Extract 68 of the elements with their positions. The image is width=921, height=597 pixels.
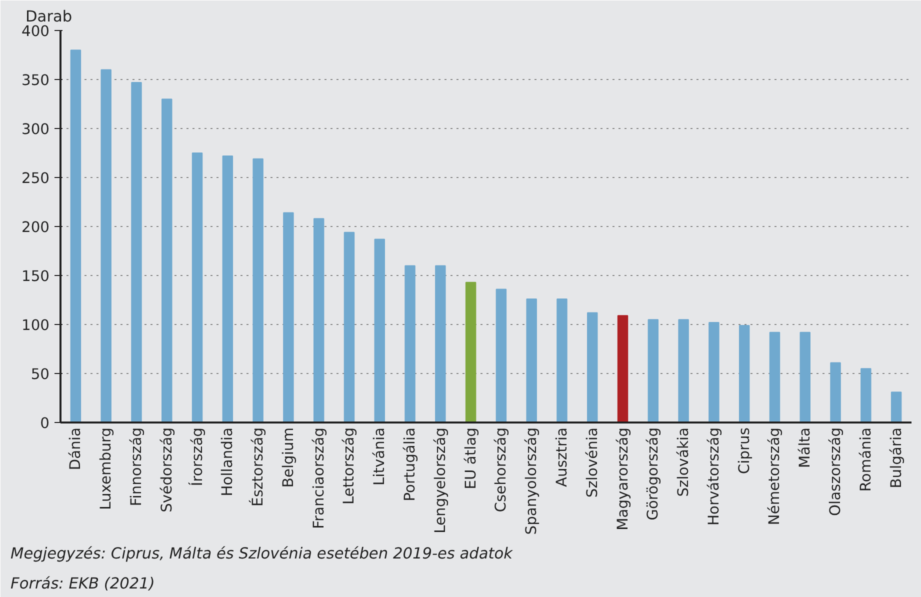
bar	[252, 158, 264, 422]
x-tick-label: Németország	[766, 427, 784, 526]
x-tick-label: Portugália	[402, 427, 419, 502]
x-tick-label: Horvátország	[705, 427, 722, 526]
text: Megjegyzés: Ciprus, Málta és Szlovénia esetében 2019-es adatok	[10, 544, 514, 562]
x-tick-label: Luxemburg	[98, 427, 115, 510]
y-tick-label: 50	[30, 366, 50, 383]
y-tick-label: 200	[22, 219, 50, 236]
bar	[648, 319, 659, 422]
bar	[435, 265, 446, 422]
y-tick-label: 400	[22, 23, 50, 40]
bar	[70, 50, 82, 422]
bar	[465, 282, 476, 422]
bar	[860, 368, 872, 422]
x-tick-label: EU átlag	[462, 427, 480, 490]
bar	[162, 98, 172, 422]
x-tick-label: Litvánia	[371, 427, 388, 486]
x-tick-label: Lettország	[340, 427, 358, 505]
bar	[344, 232, 355, 422]
x-tick-label: Románia	[857, 428, 874, 492]
bar	[526, 298, 537, 422]
y-tick-label: 100	[22, 317, 50, 334]
x-tick-label: Svédország	[158, 427, 176, 512]
x-tick-label: Ciprus	[736, 427, 753, 474]
bar	[830, 362, 841, 422]
bar	[131, 82, 142, 422]
bar	[678, 319, 689, 422]
bar	[800, 332, 810, 422]
y-axis-title: Darab	[26, 8, 72, 26]
bar	[708, 322, 720, 422]
x-tick-label: Belgium	[280, 427, 297, 488]
x-tick-label: Görögország	[644, 428, 662, 520]
bar	[313, 218, 324, 422]
bar	[496, 288, 507, 422]
x-tick-label: Málta	[796, 427, 814, 468]
bar	[100, 69, 112, 422]
y-tick-label: 0	[40, 415, 50, 432]
x-tick-label: Szlovákia	[675, 427, 692, 497]
text: Forrás: EKB (2021)	[10, 574, 155, 592]
bar	[617, 315, 628, 422]
x-tick-label: Bulgária	[888, 428, 905, 488]
y-tick-label: 150	[22, 268, 50, 285]
x-tick-label: Csehország	[492, 427, 510, 512]
bar	[404, 265, 416, 422]
x-tick-label: Finnország	[128, 427, 145, 506]
x-tick-label: Dánia	[67, 428, 84, 470]
x-tick-label: Írország	[188, 427, 206, 486]
x-tick-label: Szlovénia	[584, 427, 601, 498]
bar	[738, 324, 750, 422]
y-tick-label: 250	[22, 170, 50, 187]
x-tick-label: Ausztria	[553, 427, 570, 487]
x-tick-label: Franciaország	[310, 427, 328, 529]
bar	[556, 298, 568, 422]
x-tick-label: Spanyolország	[523, 427, 540, 535]
bar	[769, 332, 780, 422]
y-tick-label: 300	[22, 121, 50, 138]
x-tick-label: Olaszország	[827, 427, 844, 516]
x-tick-label: Észtország	[248, 427, 267, 506]
x-tick-label: Hollandia	[219, 427, 236, 496]
bar	[890, 392, 902, 422]
x-tick-label: Lengyelország	[432, 427, 449, 534]
x-tick-label: Magyarország	[614, 427, 632, 530]
bar	[222, 155, 234, 422]
bar	[283, 212, 294, 422]
y-tick-label: 350	[22, 72, 50, 89]
bar	[587, 312, 598, 422]
bar	[374, 238, 385, 422]
bar	[192, 152, 203, 422]
